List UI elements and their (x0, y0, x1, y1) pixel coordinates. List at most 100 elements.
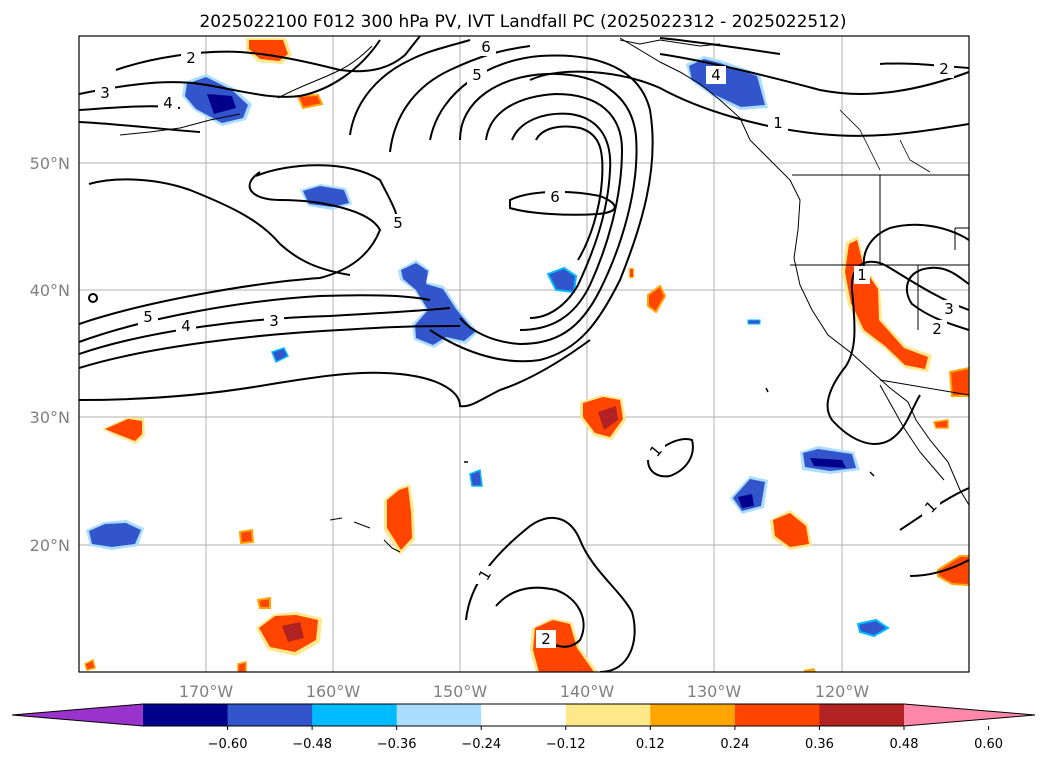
colorbar-tick-label: −0.48 (292, 737, 332, 752)
contour-label: 3 (944, 300, 954, 318)
colorbar-tick-label: −0.12 (546, 737, 586, 752)
lat-tick-label: 30°N (30, 408, 70, 427)
colorbar-segment (396, 704, 482, 726)
pv-contours (79, 36, 969, 672)
lat-tick-label: 20°N (30, 536, 70, 555)
lon-tick-label: 160°W (306, 682, 361, 701)
neg-blob-e-pac (800, 446, 860, 474)
small-islands (464, 387, 875, 477)
contour-line (535, 125, 604, 261)
colorbar-extend-low (12, 704, 143, 726)
contour-label: 4 (181, 317, 191, 335)
contour-line (879, 62, 969, 69)
map-frame (78, 35, 970, 673)
baja-coast (879, 384, 945, 481)
pos-blob-edge (804, 668, 816, 672)
contour-line (826, 260, 969, 445)
pos-blob-small (628, 267, 635, 279)
colorbar-tick-label: 0.48 (890, 737, 919, 752)
latitude-ticks: 50°N 40°N 30°N 20°N (30, 154, 70, 555)
contour-label: 2 (939, 60, 949, 78)
neg-blob-mid (546, 266, 578, 294)
colorbar-segment (565, 704, 651, 726)
contour-label: 6 (481, 38, 491, 56)
colorbar-segment (143, 704, 229, 726)
interior-borders (839, 109, 931, 173)
contour-line (429, 54, 654, 363)
contour-line (88, 178, 351, 276)
pos-blob-sw-pac (256, 612, 322, 656)
neg-blob-tiny-1 (271, 347, 290, 364)
longitude-ticks: 170°W 160°W 150°W 140°W 130°W 120°W (179, 682, 870, 701)
map-area: 2 3 4 5 6 5 6 4 2 1 5 4 3 1 (79, 36, 969, 672)
contour-label: 5 (393, 214, 403, 232)
contour-line (79, 325, 461, 369)
coastlines (119, 37, 969, 553)
gridlines (79, 36, 969, 672)
colorbar: −0.60 −0.48 −0.36 −0.24 −0.12 0.12 0.24 0.36 0.4… (11, 703, 1036, 752)
pos-blob-tiny-4 (237, 661, 247, 672)
colorbar-segment (734, 704, 820, 726)
colorbar-segment (650, 704, 736, 726)
colorbar-outline (11, 703, 1036, 727)
contour-label: 2 (186, 49, 196, 67)
pos-blob-aleutian (296, 93, 324, 110)
aleutian-islands (119, 113, 241, 136)
contour-line (79, 307, 451, 355)
colorbar-tick-label: −0.60 (208, 737, 248, 752)
contour-line (115, 36, 421, 73)
neg-blob-tiny-3 (747, 319, 761, 325)
map-title: 2025022100 F012 300 hPa PV, IVT Landfall… (199, 12, 846, 32)
pos-blob-tiny-1 (238, 528, 255, 545)
contour-line (659, 37, 781, 55)
colorbar-tick-label: −0.24 (461, 737, 501, 752)
pos-blob-w-pac (102, 417, 145, 444)
neg-blob-s (856, 618, 890, 638)
contour-label: 4 (163, 94, 173, 112)
contour-line (465, 517, 636, 672)
colorbar-segment (312, 704, 398, 726)
contour-line (495, 586, 585, 648)
contour-label: 2 (932, 320, 942, 338)
contour-label: 5 (472, 66, 482, 84)
contour-label: 2 (541, 630, 551, 648)
lat-tick-label: 40°N (30, 281, 70, 300)
contour-label: 3 (269, 312, 279, 330)
contour-line (79, 171, 382, 325)
pos-blob-sw-us (948, 366, 969, 397)
lon-tick-label: 150°W (433, 682, 488, 701)
contour-line (389, 45, 531, 153)
contour-label: 5 (143, 308, 153, 326)
pos-blob-mexico (770, 510, 812, 550)
state-borders (790, 175, 969, 396)
contour-line (909, 559, 969, 577)
map-background (79, 36, 969, 672)
contour-line (529, 70, 969, 137)
contour-line (511, 112, 612, 319)
lon-tick-label: 170°W (179, 682, 234, 701)
colorbar-tick-label: 0.36 (805, 737, 834, 752)
contour-line (255, 164, 400, 231)
contour-line (349, 39, 471, 136)
contour-line (862, 223, 969, 269)
contour-label: 4 (711, 66, 721, 84)
lon-tick-label: 130°W (687, 682, 742, 701)
pos-blob-tiny-3 (84, 658, 96, 671)
neg-blob-se-pac (730, 476, 768, 514)
colorbar-tick-label: 0.24 (720, 737, 749, 752)
colorbar-tick-label: 0.12 (636, 737, 665, 752)
hawaii-islands (329, 517, 401, 553)
colorbar-segment (819, 704, 905, 726)
contour-label: 3 (100, 84, 110, 102)
contour-line (79, 339, 591, 408)
contour-label: 1 (857, 266, 867, 284)
pos-blob-ne-pac (647, 284, 667, 314)
pos-blob-tiny-2 (256, 596, 271, 609)
contour-line (646, 438, 694, 478)
colorbar-segments (11, 703, 1036, 727)
lat-tick-label: 50°N (30, 154, 70, 173)
lon-tick-label: 120°W (815, 682, 870, 701)
neg-blob-w-pac (86, 520, 144, 550)
pos-blob-baja (933, 419, 949, 429)
